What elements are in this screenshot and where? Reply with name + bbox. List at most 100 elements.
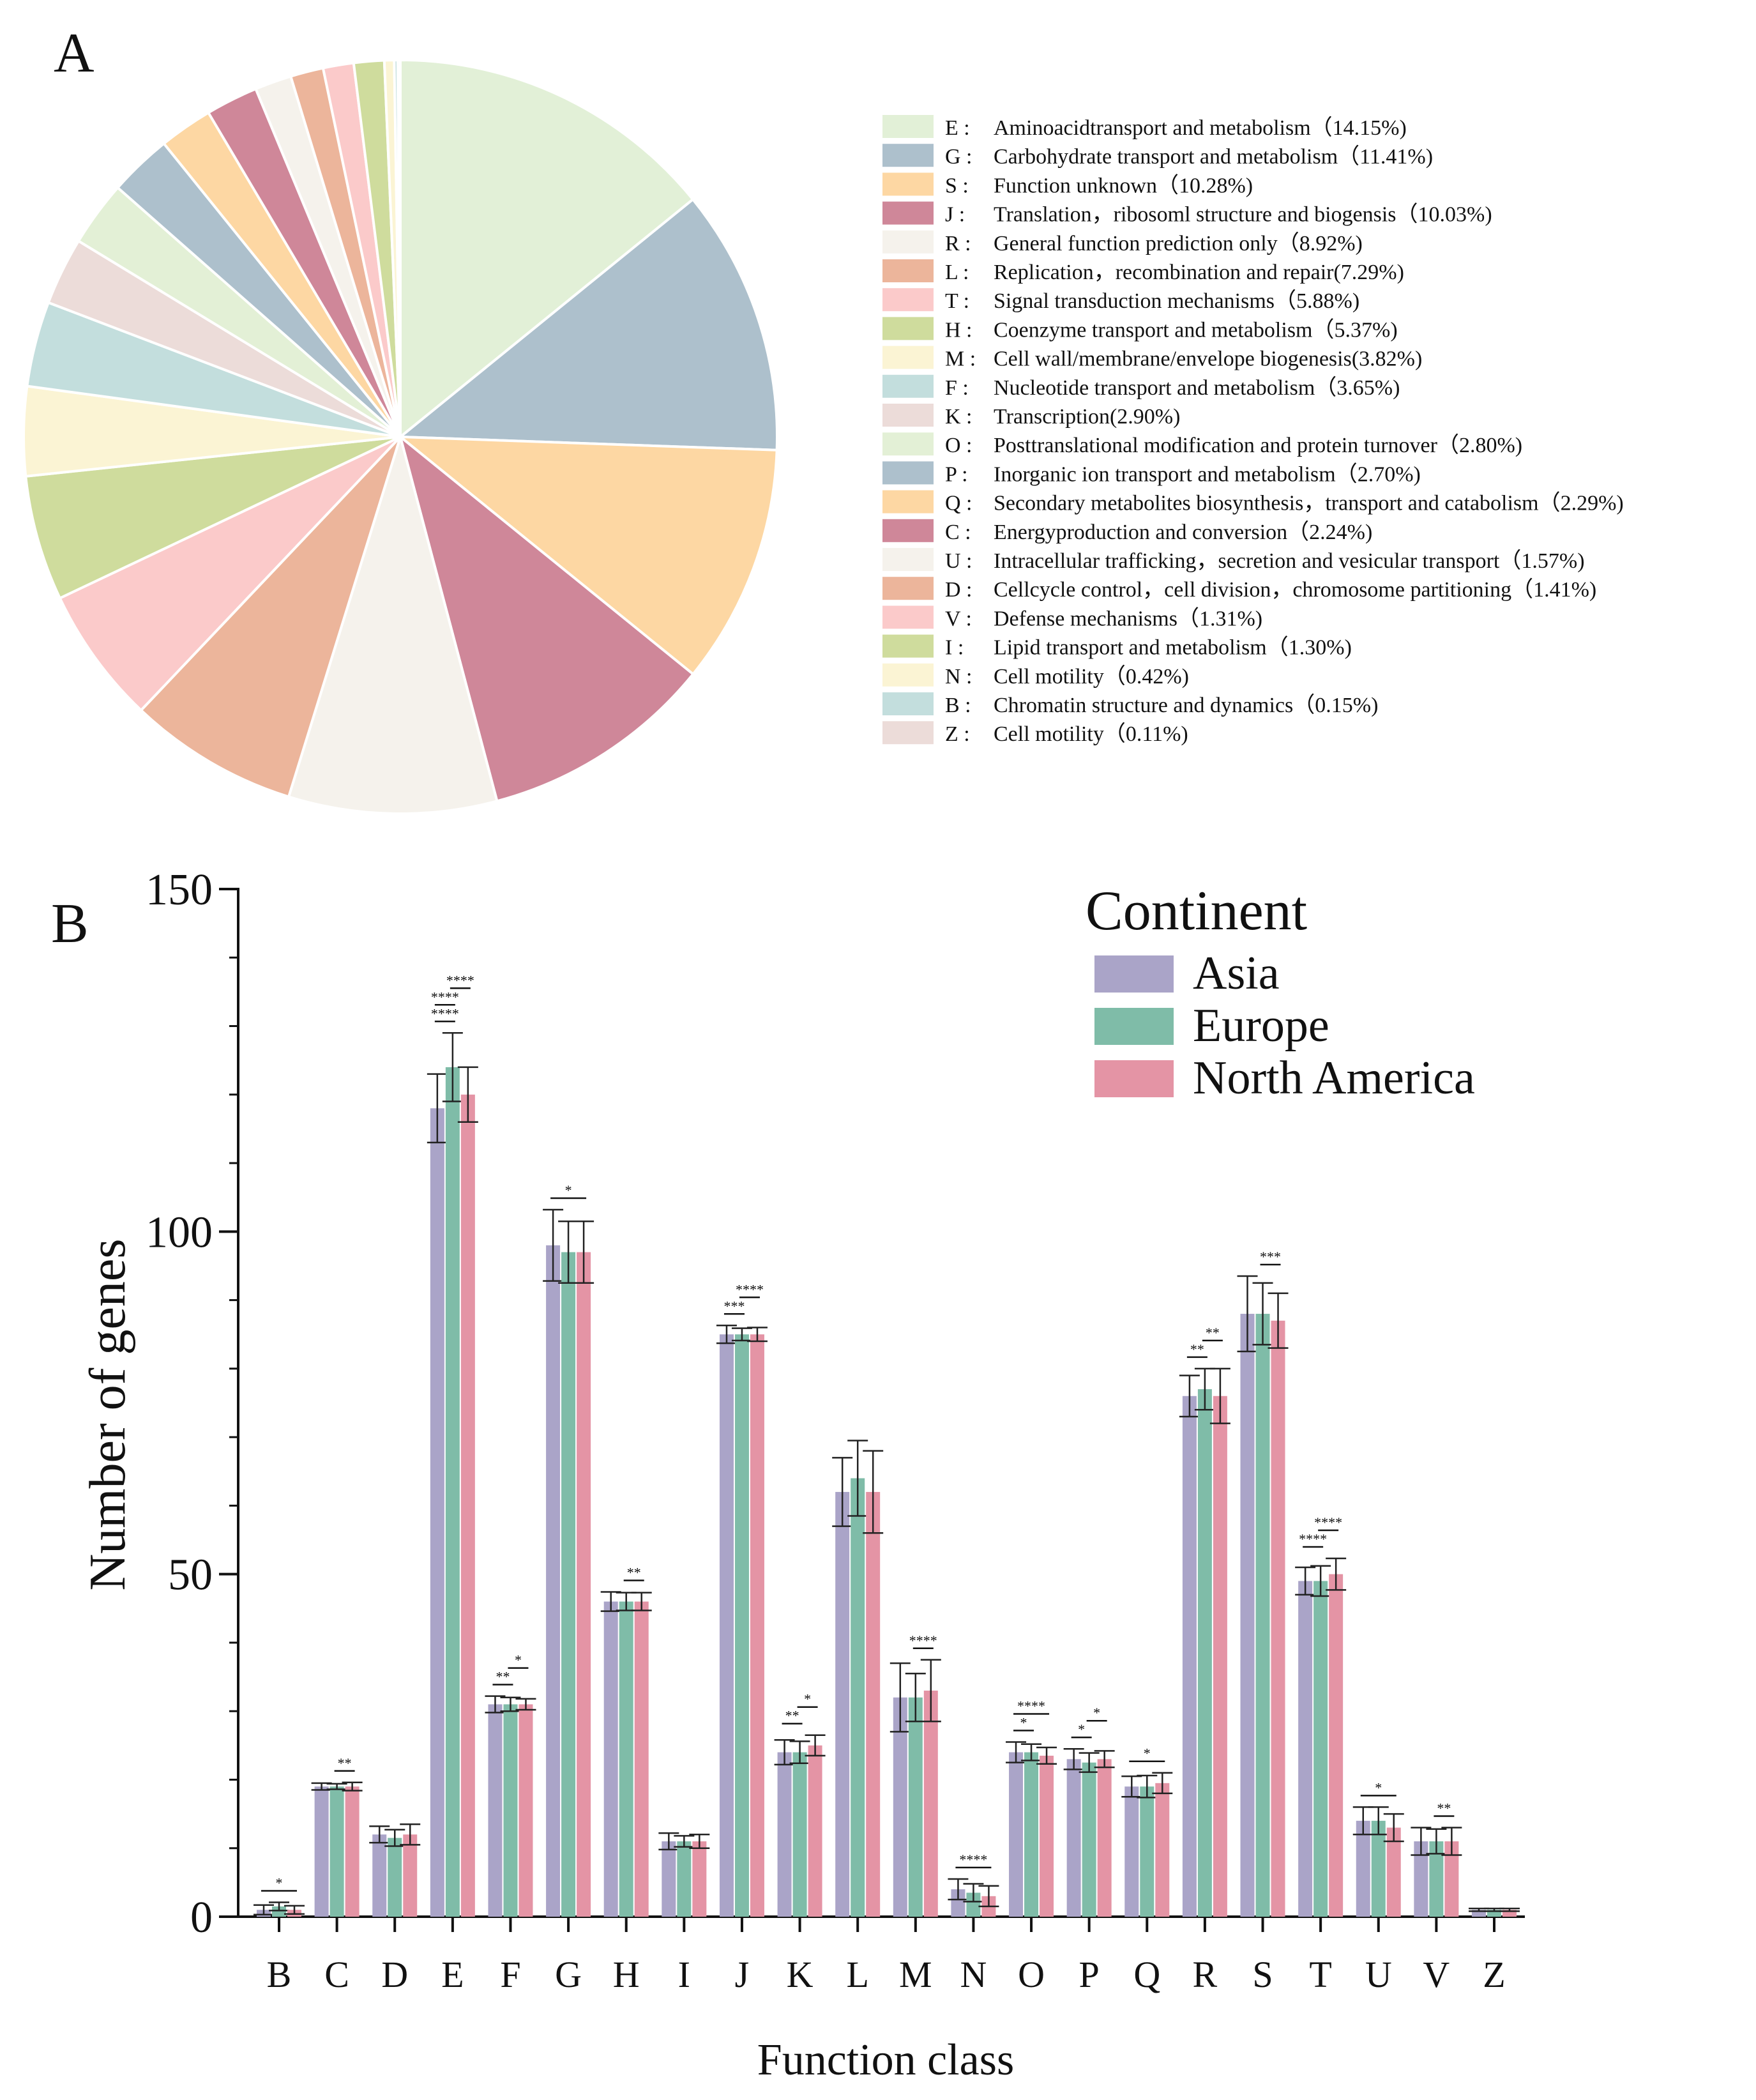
significance-label: *	[1093, 1705, 1100, 1721]
pie-legend-item: R : General function prediction only（8.92…	[882, 230, 1363, 255]
pie-legend-label: Translation，ribosoml structure and bioge…	[994, 202, 1492, 227]
bar-q-asia	[1124, 1786, 1139, 1917]
error-bar	[600, 1591, 621, 1612]
bar-f-asia	[488, 1704, 503, 1917]
pie-legend-code: N :	[945, 665, 973, 689]
bar-v-europe	[1429, 1841, 1444, 1917]
error-bar	[326, 1783, 347, 1790]
error-bar	[1352, 1806, 1374, 1836]
legend-title: Continent	[1086, 880, 1307, 942]
significance-bracket: **	[782, 1708, 803, 1724]
error-bar	[1179, 1374, 1200, 1418]
x-tick-label: U	[1365, 1954, 1392, 1995]
significance-label: ****	[736, 1281, 764, 1297]
x-tick-label: B	[267, 1954, 292, 1995]
x-tick-label: T	[1309, 1954, 1331, 1995]
significance-annotations: ****************************************…	[261, 972, 1455, 1892]
significance-label: ****	[1299, 1531, 1327, 1547]
pie-legend-label: Nucleotide transport and metabolism（3.65…	[994, 376, 1400, 400]
error-bar	[963, 1883, 984, 1903]
bar-q-north-america	[1155, 1783, 1170, 1917]
significance-label: **	[627, 1565, 641, 1581]
pie-legend-code: P :	[945, 462, 968, 486]
bar-d-north-america	[403, 1834, 418, 1917]
pie-legend-item: T : Signal transduction mechanisms（5.88%)	[882, 288, 1359, 313]
pie-legend-swatch	[882, 259, 934, 282]
bar-r-north-america	[1213, 1396, 1227, 1917]
error-bar	[515, 1698, 536, 1711]
pie-legend-code: J :	[945, 203, 965, 227]
error-bar	[948, 1878, 969, 1901]
bar-f-europe	[503, 1704, 518, 1917]
x-tick-label: I	[678, 1954, 690, 1995]
bar-e-asia	[430, 1108, 444, 1917]
pie-legend-swatch	[882, 577, 934, 600]
pie-legend-code: T :	[945, 289, 969, 313]
significance-label: *	[276, 1875, 283, 1891]
error-bar	[1021, 1743, 1042, 1761]
pie-legend-swatch	[882, 692, 934, 715]
pie-legend-item: I : Lipid transport and metabolism（1.30%)	[882, 634, 1352, 660]
pie-legend-item: G : Carbohydrate transport and metabolism…	[882, 144, 1433, 169]
pie-legend-item: M : Cell wall/membrane/envelope biogenesi…	[882, 346, 1422, 371]
panel-a-label: A	[54, 22, 95, 84]
error-bar	[716, 1325, 737, 1344]
pie-legend-label: Cell wall/membrane/envelope biogenesis(3…	[994, 347, 1422, 371]
pie-legend-code: Q :	[945, 492, 973, 515]
error-bar	[1094, 1750, 1115, 1769]
pie-legend: E : Aminoacidtransport and metabolism（14.…	[882, 115, 1624, 746]
significance-bracket: ****	[736, 1281, 764, 1298]
legend-item: Europe	[1094, 1000, 1329, 1052]
pie-slice-s	[397, 435, 778, 676]
error-bar	[1368, 1806, 1389, 1836]
significance-label: *	[515, 1652, 522, 1668]
legend-item: North America	[1094, 1052, 1475, 1104]
bar-r-europe	[1197, 1389, 1212, 1917]
pie-legend-item: F : Nucleotide transport and metabolism（3…	[882, 374, 1400, 400]
y-tick-label: 50	[168, 1551, 213, 1600]
error-bar	[978, 1885, 999, 1908]
pie-legend-code: U :	[945, 549, 973, 573]
pie-legend-code: Z :	[945, 722, 970, 746]
pie-legend-code: R :	[945, 232, 971, 255]
x-axis-title: Function class	[757, 2035, 1014, 2085]
significance-label: ***	[1260, 1249, 1281, 1265]
pie-slice-t	[58, 436, 402, 712]
bar-j-europe	[734, 1334, 749, 1917]
pie-legend-label: Secondary metabolites biosynthesis，trans…	[994, 491, 1624, 515]
pie-legend-swatch	[882, 346, 934, 369]
pie-legend-label: Replication，recombination and repair(7.2…	[994, 261, 1404, 284]
legend-label: North America	[1193, 1052, 1475, 1104]
pie-legend-swatch	[882, 230, 934, 254]
pie-legend-label: Chromatin structure and dynamics（0.15%)	[994, 693, 1378, 717]
bar-t-asia	[1298, 1581, 1313, 1917]
x-tick-label: M	[899, 1954, 932, 1995]
pie-legend-code: D :	[945, 578, 973, 602]
pie-legend-code: I :	[945, 636, 964, 660]
bar-c-europe	[329, 1786, 344, 1917]
bar-g-europe	[561, 1252, 576, 1917]
significance-bracket: ****	[446, 972, 474, 989]
significance-bracket: ****	[1013, 1698, 1050, 1715]
pie-legend-swatch	[882, 144, 934, 167]
significance-bracket: *	[1013, 1714, 1034, 1731]
error-bar	[254, 1904, 274, 1916]
pie-legend-label: Lipid transport and metabolism（1.30%)	[994, 635, 1352, 660]
error-bar	[1152, 1772, 1173, 1795]
significance-bracket: ****	[955, 1852, 992, 1869]
error-bar	[1137, 1774, 1158, 1799]
significance-bracket: *	[261, 1875, 297, 1892]
significance-bracket: ***	[1260, 1249, 1281, 1266]
significance-label: **	[496, 1669, 510, 1685]
bar-l-north-america	[866, 1491, 881, 1917]
pie-legend-item: H : Coenzyme transport and metabolism（5.3…	[882, 317, 1398, 342]
error-bar	[631, 1592, 652, 1611]
significance-label: ****	[431, 1005, 459, 1021]
significance-label: *	[1078, 1721, 1085, 1737]
pie-legend-code: F :	[945, 376, 969, 400]
bar-u-north-america	[1386, 1827, 1401, 1917]
significance-bracket: *	[550, 1182, 587, 1199]
bar-l-asia	[835, 1491, 850, 1917]
error-bar	[689, 1834, 710, 1849]
